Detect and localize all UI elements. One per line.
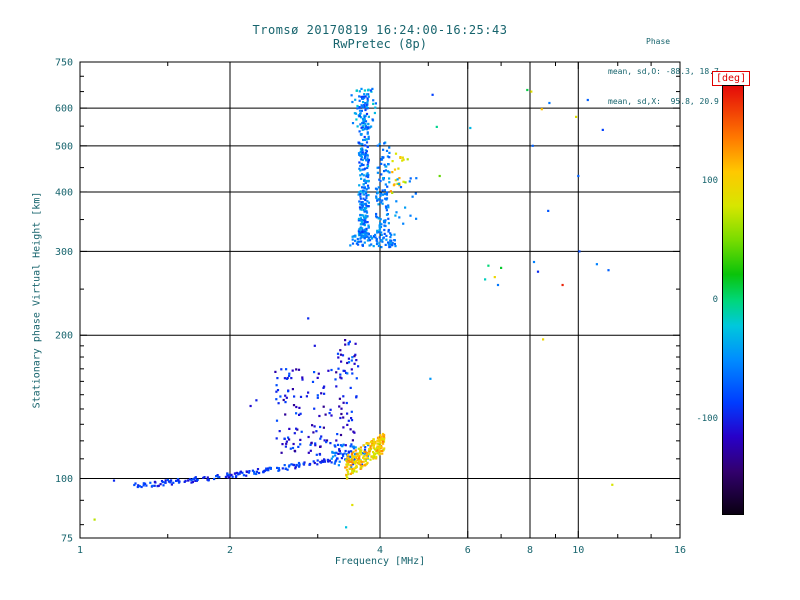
svg-text:750: 750 xyxy=(55,58,73,69)
svg-text:400: 400 xyxy=(55,187,73,198)
svg-text:600: 600 xyxy=(55,104,73,115)
svg-text:16: 16 xyxy=(674,545,686,556)
svg-text:10: 10 xyxy=(572,545,584,556)
svg-text:8: 8 xyxy=(527,545,533,556)
svg-text:6: 6 xyxy=(465,545,471,556)
plot-title: Tromsø 20170819 16:24:00-16:25:43 xyxy=(252,23,508,37)
colorbar-tick-label: 100 xyxy=(701,175,718,186)
phase-mean-x: mean, sd,X: 95.8, 20.9 xyxy=(608,97,719,106)
phase-stats: Phase mean, sd,O: -88.3, 18.7 mean, sd,X… xyxy=(608,17,719,127)
svg-text:200: 200 xyxy=(55,331,73,342)
svg-text:2: 2 xyxy=(227,545,233,556)
plot-subtitle: RwPretec (8p) xyxy=(333,37,427,51)
y-axis-label: Stationary phase Virtual Height [km] xyxy=(31,191,43,409)
svg-text:4: 4 xyxy=(377,545,383,556)
svg-text:500: 500 xyxy=(55,141,73,152)
svg-text:75: 75 xyxy=(61,534,73,545)
svg-text:100: 100 xyxy=(55,474,73,485)
phase-mean-o: mean, sd,O: -88.3, 18.7 xyxy=(608,67,719,76)
colorbar-tick-label: 0 xyxy=(712,295,718,305)
phase-stats-heading: Phase xyxy=(646,37,671,46)
svg-text:1: 1 xyxy=(77,545,83,556)
x-axis-label: Frequency [MHz] xyxy=(334,556,426,567)
colorbar-tick-label: -100 xyxy=(696,414,718,425)
colorbar-unit-label: [deg] xyxy=(712,71,751,86)
colorbar xyxy=(722,85,744,515)
svg-text:300: 300 xyxy=(55,247,73,258)
